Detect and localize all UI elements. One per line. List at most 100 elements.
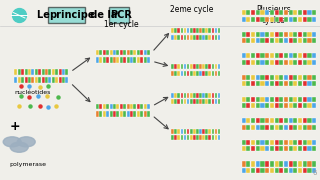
Bar (42, 69, 44, 75)
Bar (312, 32, 316, 37)
Bar (242, 125, 246, 130)
Bar (256, 17, 260, 22)
Bar (284, 60, 288, 65)
Bar (260, 60, 265, 65)
Bar (187, 28, 189, 33)
Bar (140, 57, 143, 63)
Bar (289, 17, 293, 22)
Bar (218, 135, 220, 140)
Bar (312, 81, 316, 86)
Bar (174, 28, 177, 33)
Text: PCR: PCR (110, 10, 132, 20)
Bar (174, 99, 177, 104)
Bar (215, 99, 217, 104)
Bar (265, 140, 269, 145)
Bar (177, 135, 180, 140)
Bar (303, 75, 307, 80)
Bar (260, 103, 265, 108)
Bar (59, 69, 61, 75)
Bar (120, 111, 123, 117)
Bar (28, 69, 31, 75)
Bar (260, 53, 265, 59)
Bar (212, 99, 214, 104)
Bar (21, 69, 24, 75)
Bar (65, 77, 68, 83)
Bar (190, 64, 193, 69)
Bar (38, 69, 41, 75)
Bar (174, 129, 177, 134)
Bar (275, 32, 279, 37)
Bar (137, 57, 140, 63)
Bar (202, 64, 205, 69)
Bar (298, 168, 302, 173)
Bar (218, 129, 220, 134)
Bar (265, 125, 269, 130)
Bar (193, 64, 196, 69)
Bar (130, 104, 133, 109)
Bar (196, 129, 199, 134)
Bar (293, 146, 297, 151)
Bar (205, 35, 208, 40)
Bar (187, 93, 189, 98)
Bar (202, 93, 205, 98)
Bar (52, 69, 55, 75)
Bar (284, 103, 288, 108)
Bar (279, 103, 283, 108)
Bar (130, 57, 133, 63)
Bar (251, 103, 255, 108)
Bar (18, 77, 21, 83)
Bar (199, 35, 202, 40)
Bar (279, 32, 283, 37)
Bar (205, 135, 208, 140)
Bar (270, 168, 274, 173)
Bar (193, 93, 196, 98)
Bar (246, 161, 251, 166)
Bar (180, 135, 183, 140)
FancyBboxPatch shape (48, 7, 85, 23)
Bar (196, 93, 199, 98)
Bar (275, 53, 279, 59)
Bar (251, 81, 255, 86)
Bar (202, 35, 205, 40)
Bar (190, 28, 193, 33)
Bar (260, 168, 265, 173)
Bar (212, 93, 214, 98)
Bar (279, 60, 283, 65)
Bar (279, 168, 283, 173)
Bar (62, 69, 65, 75)
Bar (187, 71, 189, 76)
Bar (265, 10, 269, 15)
Bar (303, 53, 307, 59)
Bar (256, 125, 260, 130)
Bar (109, 57, 113, 63)
Bar (42, 77, 44, 83)
Bar (140, 104, 143, 109)
Bar (289, 140, 293, 145)
Bar (270, 81, 274, 86)
Bar (289, 125, 293, 130)
Bar (246, 38, 251, 43)
Bar (256, 103, 260, 108)
Bar (109, 111, 113, 117)
Bar (246, 118, 251, 123)
Bar (270, 38, 274, 43)
Bar (284, 10, 288, 15)
Bar (260, 81, 265, 86)
Bar (199, 129, 202, 134)
Bar (270, 140, 274, 145)
Bar (208, 28, 211, 33)
Bar (14, 77, 17, 83)
Bar (106, 50, 109, 55)
Bar (303, 103, 307, 108)
Bar (147, 57, 150, 63)
Bar (251, 97, 255, 102)
Bar (180, 99, 183, 104)
Bar (308, 161, 312, 166)
Bar (202, 135, 205, 140)
Bar (202, 99, 205, 104)
Bar (177, 28, 180, 33)
Bar (289, 53, 293, 59)
Bar (140, 111, 143, 117)
Bar (137, 104, 140, 109)
Bar (190, 93, 193, 98)
